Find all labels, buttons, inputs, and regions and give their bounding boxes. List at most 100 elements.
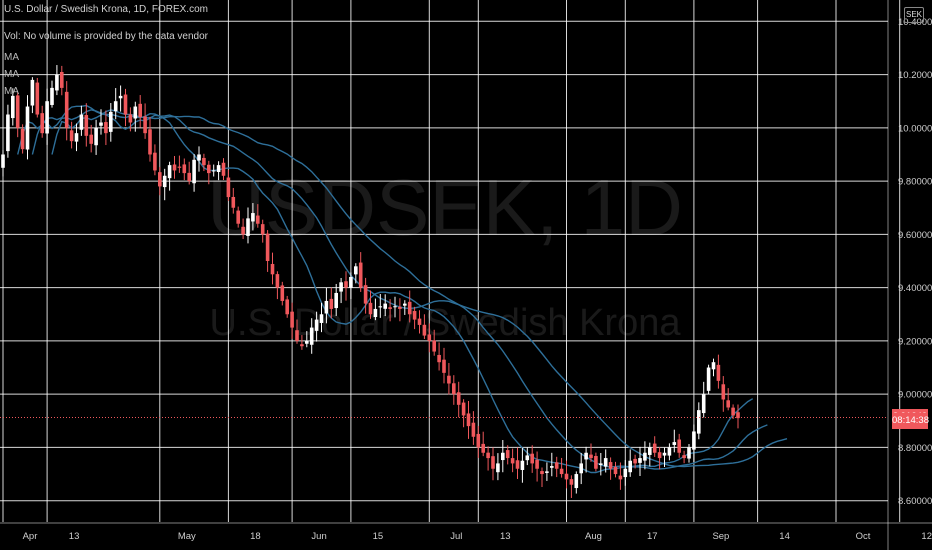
candle-body <box>608 462 613 469</box>
candle-body <box>412 311 417 320</box>
ma-legend-2[interactable]: MA <box>4 69 19 80</box>
candle <box>172 156 177 179</box>
candle-body <box>731 407 735 416</box>
candle-body <box>94 127 98 146</box>
candle <box>187 161 191 185</box>
y-tick-label: 9.80000 <box>898 177 932 188</box>
candle-body <box>143 116 147 134</box>
candle <box>123 88 128 127</box>
candle <box>246 207 250 244</box>
ma-legend-1[interactable]: MA <box>4 52 19 63</box>
candle <box>192 154 196 192</box>
candle-body <box>491 456 495 469</box>
candle <box>109 103 113 142</box>
candle <box>530 445 534 473</box>
candle <box>241 218 245 240</box>
candle <box>211 164 216 177</box>
candle-body <box>692 431 696 450</box>
candle <box>412 306 417 330</box>
candle-body <box>236 210 240 224</box>
candle-body <box>554 462 559 469</box>
candle <box>398 298 402 322</box>
candle-body <box>711 362 716 370</box>
candle <box>309 318 314 354</box>
candle <box>711 358 716 377</box>
candle-body <box>153 152 157 171</box>
candle <box>559 457 564 478</box>
watermark-description: U.S. Dollar / Swedish Krona <box>210 302 682 344</box>
candle-body <box>11 95 15 119</box>
candle <box>461 399 466 428</box>
x-tick-label: Apr <box>23 531 38 542</box>
candle <box>456 381 461 418</box>
candle-body <box>682 455 686 459</box>
candle-body <box>363 285 368 304</box>
y-tick-label: 10.20000 <box>898 70 932 81</box>
candle <box>216 161 221 181</box>
candle-body <box>373 308 378 318</box>
candle <box>207 160 211 185</box>
candle-body <box>432 340 436 352</box>
ma-legend-3[interactable]: MA <box>4 86 19 97</box>
candle-body <box>383 303 387 309</box>
candle <box>94 119 98 155</box>
candle <box>510 448 515 473</box>
candle <box>50 80 54 108</box>
candle <box>476 425 481 458</box>
candle <box>452 375 456 405</box>
candle-body <box>128 114 133 123</box>
candle-body <box>290 311 294 328</box>
x-tick-label: 18 <box>250 531 261 542</box>
candle-body <box>265 233 270 261</box>
candle-body <box>672 442 677 445</box>
candle-body <box>300 344 304 347</box>
candle-body <box>559 468 564 475</box>
candle <box>1 150 5 177</box>
candle <box>618 462 623 490</box>
y-tick-label: 9.20000 <box>898 336 932 347</box>
candle <box>648 442 652 467</box>
candle-body <box>197 154 201 161</box>
candle-body <box>530 453 534 464</box>
candle <box>118 85 123 112</box>
currency-badge[interactable]: SEK <box>904 7 924 23</box>
candle <box>260 219 265 243</box>
candle <box>6 104 10 158</box>
candle-body <box>618 475 623 480</box>
candle <box>706 364 711 395</box>
candle <box>657 447 662 470</box>
candle-body <box>314 319 319 331</box>
candle-body <box>442 359 446 373</box>
candle <box>417 310 422 334</box>
candle-body <box>584 452 588 460</box>
candle-body <box>202 157 206 166</box>
symbol-title: U.S. Dollar / Swedish Krona, 1D, FOREX.c… <box>4 4 208 15</box>
candle-body <box>344 281 348 288</box>
candle-body <box>422 324 427 336</box>
candle <box>442 347 446 384</box>
x-tick-label: Jul <box>450 531 462 542</box>
candle-body <box>633 458 637 464</box>
candle-body <box>211 170 216 172</box>
candle <box>697 402 701 440</box>
time-axis[interactable]: Apr 13 May 18 Jun 15 Jul 13 Aug 17 Sep 14 Oct 12 <box>0 522 932 542</box>
candle <box>432 329 436 356</box>
candle-body <box>515 460 520 469</box>
candle <box>481 431 485 457</box>
candle <box>721 376 726 412</box>
candle <box>104 110 108 146</box>
candle <box>677 433 681 458</box>
candle-body <box>417 318 422 325</box>
candle-body <box>706 367 711 391</box>
candle-body <box>226 177 231 198</box>
candle <box>236 206 240 228</box>
candle <box>701 381 706 418</box>
candle <box>226 170 231 201</box>
candle-body <box>657 452 662 459</box>
candle <box>256 204 260 228</box>
candle <box>79 105 84 136</box>
candle-body <box>471 422 476 437</box>
bar-countdown-label: 08:14:38 <box>892 413 929 429</box>
price-axis[interactable]: 8.60000 8.80000 9.00000 9.20000 9.40000 9.600… <box>887 0 932 550</box>
